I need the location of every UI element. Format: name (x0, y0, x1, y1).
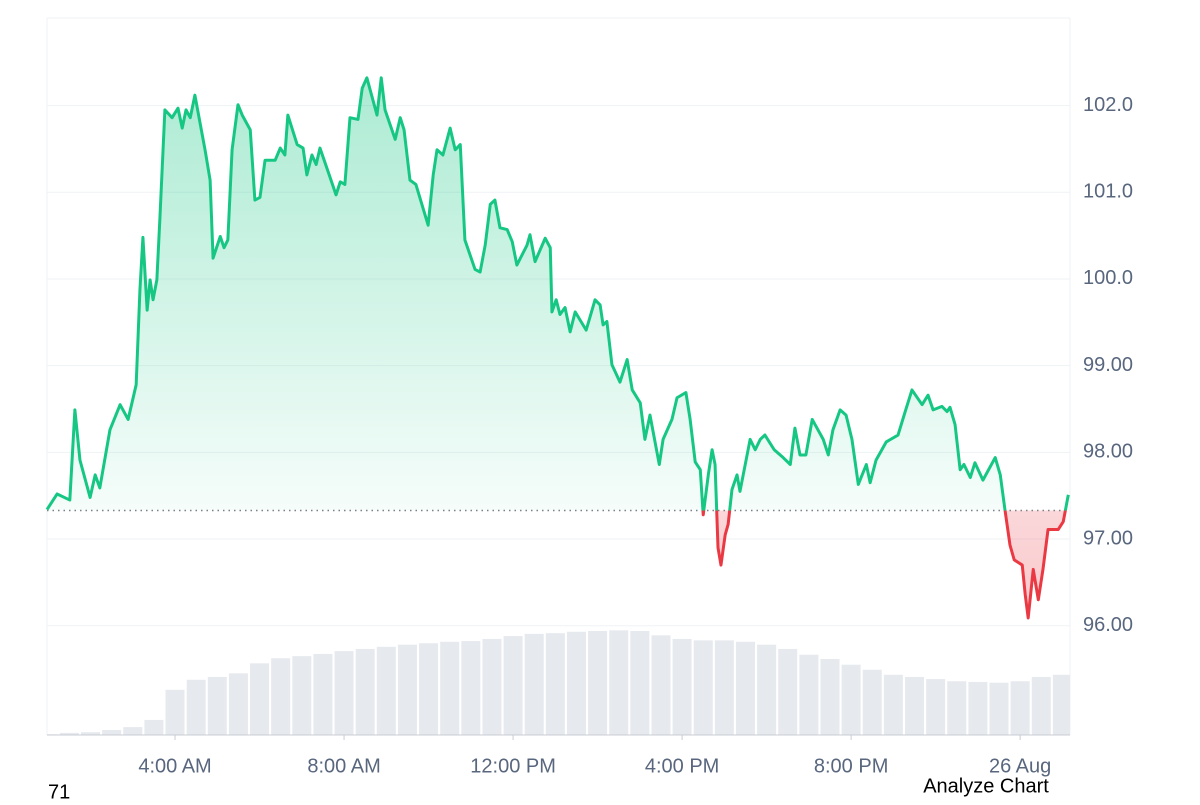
volume-bar (609, 630, 629, 735)
volume-bar (672, 638, 692, 735)
volume-bar (250, 663, 270, 735)
volume-bar (228, 673, 248, 735)
volume-bar (862, 669, 882, 735)
volume-bar (524, 633, 544, 735)
volume-bar (440, 641, 460, 735)
volume-bar (883, 674, 903, 735)
volume-bar (545, 633, 565, 735)
volume-bar (588, 631, 608, 735)
y-tick-label: 98.00 (1083, 441, 1133, 463)
y-tick-label: 101.0 (1083, 181, 1133, 203)
volume-bar (841, 664, 861, 735)
volume-bar (714, 640, 734, 735)
volume-bar (313, 653, 333, 735)
volume-bar (1031, 676, 1051, 735)
volume-bar (461, 641, 481, 735)
analyze-chart-button[interactable]: Analyze Chart (923, 775, 1049, 797)
volume-bar (355, 648, 375, 735)
volume-bar (59, 732, 79, 735)
volume-bar (693, 640, 713, 735)
volume-bar (799, 654, 819, 735)
volume-bar (968, 681, 988, 735)
y-tick-label: 102.0 (1083, 94, 1133, 116)
volume-bar (778, 648, 798, 735)
y-tick-label: 100.0 (1083, 267, 1133, 289)
volume-bar (904, 676, 925, 735)
volume-bar (271, 658, 291, 735)
volume-bar (1052, 674, 1070, 735)
volume-bar (630, 631, 650, 735)
area-fill (47, 77, 1069, 618)
x-tick-label: 4:00 PM (645, 755, 719, 777)
x-tick-label: 26 Aug (989, 755, 1051, 777)
x-tick-label: 8:00 PM (814, 755, 888, 777)
volume-bar (482, 638, 502, 735)
y-tick-label: 97.00 (1083, 527, 1133, 549)
volume-bar (1010, 681, 1030, 735)
volume-bar (926, 679, 946, 735)
volume-bar (503, 636, 523, 735)
volume-bar (186, 679, 206, 735)
x-tick-label: 12:00 PM (470, 755, 556, 777)
volume-bar (820, 658, 840, 735)
volume-bar (123, 727, 143, 735)
volume-bar (144, 719, 164, 735)
volume-bar (376, 646, 396, 735)
volume-bar (292, 656, 312, 735)
volume-bar (651, 635, 671, 735)
volume-bar (81, 732, 101, 735)
footer-text: 71 (48, 781, 70, 800)
price-line (45, 76, 1070, 620)
y-tick-label: 96.00 (1083, 614, 1133, 636)
volume-bar (989, 682, 1009, 735)
volume-bar (397, 644, 417, 735)
x-tick-label: 8:00 AM (307, 755, 380, 777)
volume-bar (102, 729, 122, 735)
x-tick-label: 4:00 AM (138, 755, 211, 777)
volume-bar (165, 689, 185, 735)
volume-bar (947, 681, 967, 735)
volume-bar (334, 651, 354, 735)
volume-bar (735, 641, 755, 735)
volume-group (47, 630, 1070, 735)
y-tick-label: 99.00 (1083, 354, 1133, 376)
volume-bar (207, 676, 227, 735)
volume-bar (419, 643, 439, 735)
volume-bar (566, 631, 586, 735)
volume-bar (757, 644, 777, 735)
